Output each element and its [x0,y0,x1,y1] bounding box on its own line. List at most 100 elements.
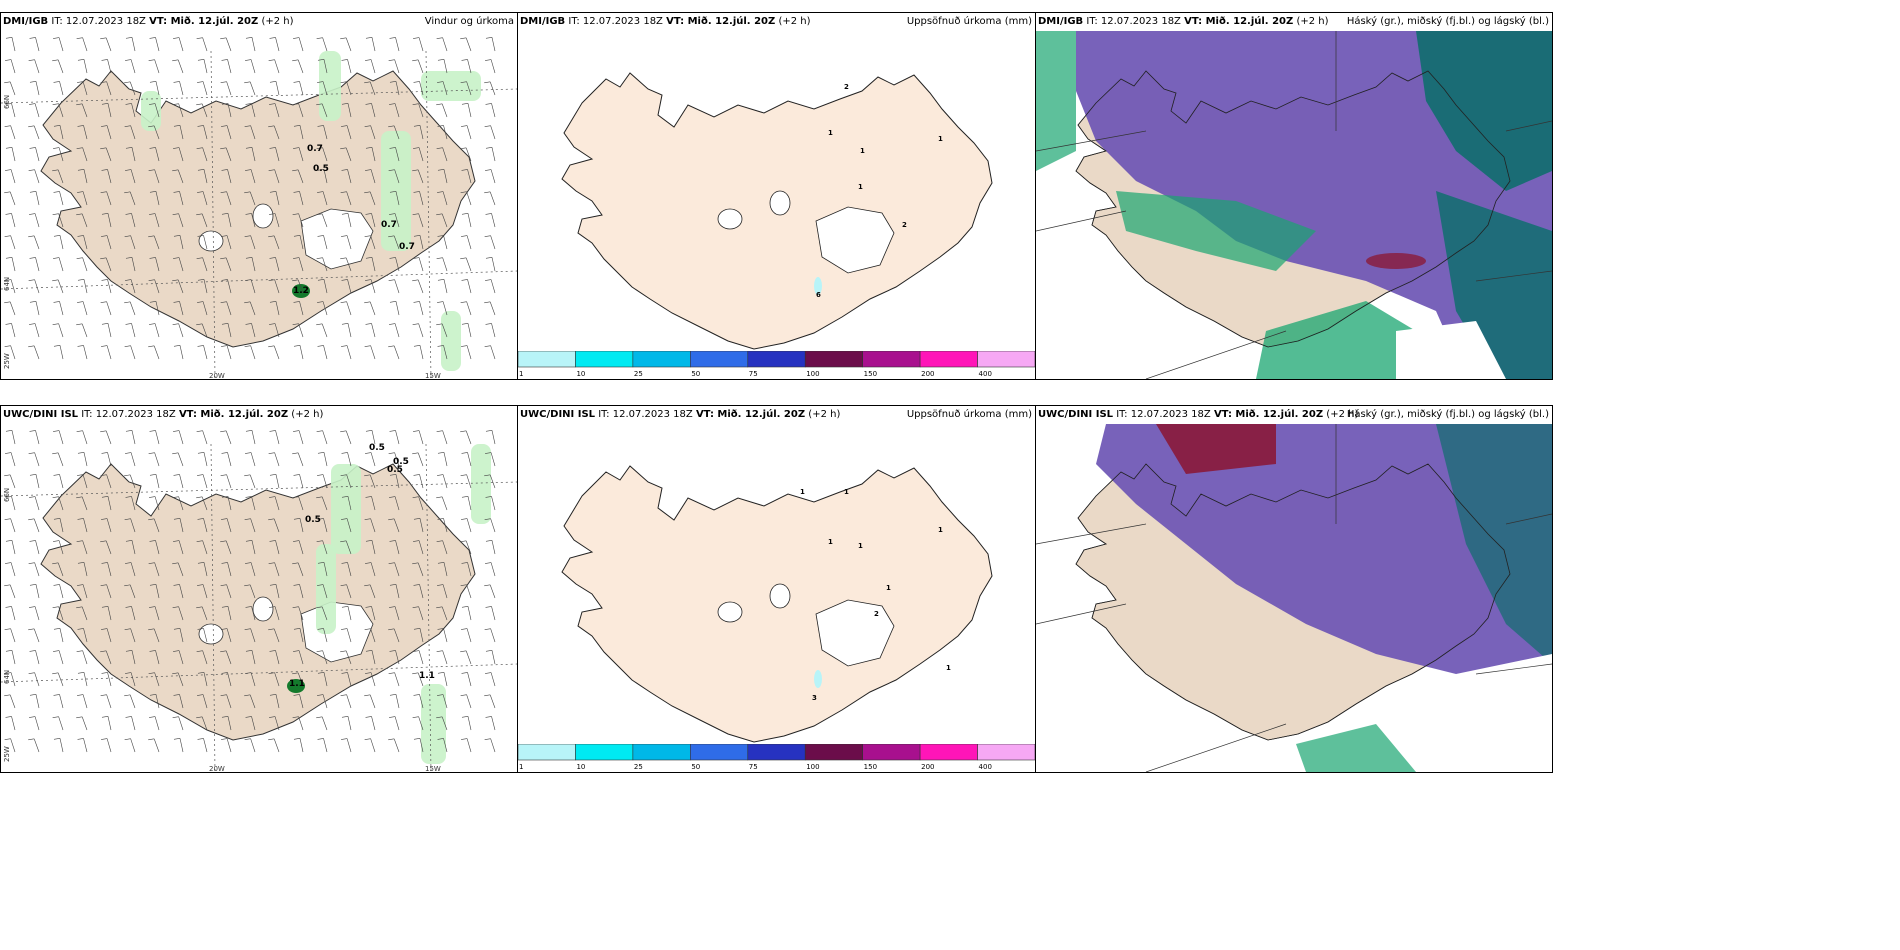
wind-barb [273,125,280,140]
wind-barb-flag [365,452,372,454]
wind-barb-flag [101,103,109,105]
wind-barb-flag [244,518,251,520]
wind-barb-flag [365,59,372,61]
wind-barb-flag [149,606,156,608]
wind-barb [346,694,352,709]
wind-map: 66N 64N 25W 20W 15W 0.7 0.5 0.7 0.7 1.2 [1,31,517,379]
wind-barb-flag [101,169,108,171]
wind-barb [179,694,184,709]
accum-value-label: 1 [800,488,805,496]
longitude-label: 15W [425,765,441,772]
wind-barb-flag [388,169,395,171]
wind-barb [490,235,496,250]
wind-barb-flag [220,474,227,476]
wind-barb [393,345,400,360]
wind-barb [155,81,160,96]
wind-barb [249,474,256,489]
precip-value-label: 0.7 [399,242,415,252]
wind-barb [371,213,376,228]
wind-barb-flag [413,430,420,432]
latitude-label: 25W [3,746,11,762]
wind-barb [466,191,472,206]
panel-accum-top: DMI/IGB IT: 12.07.2023 18Z VT: Mið. 12.j… [517,12,1036,380]
wind-barb [299,191,304,206]
wind-barb [81,716,88,731]
wind-barb-flag [316,716,323,719]
wind-barb [153,518,160,533]
wind-barb-flag [173,257,180,259]
wind-barb [226,235,232,250]
wind-barb [10,125,16,140]
wind-barb-flag [4,301,11,304]
wind-barb [179,191,184,206]
wind-barb-flag [485,672,492,674]
accum-value-label: 1 [858,542,863,550]
wind-barb-flag [149,584,157,586]
wind-barb [33,345,40,360]
wind-barb [35,694,40,709]
wind-barb [322,81,328,96]
wind-barb-flag [293,125,301,127]
wind-barb [202,650,208,665]
wind-barb-flag [4,694,11,697]
wind-barb [251,540,256,555]
wind-barb-flag [460,257,467,260]
wind-barb-flag [317,125,324,127]
panel-title: Uppsöfnuð úrkoma (mm) [906,16,1032,27]
wind-barb-flag [460,650,467,653]
wind-barb-flag [365,496,372,498]
wind-barb [275,540,280,555]
glacier-hofsjokull [252,203,274,229]
wind-barb [467,672,472,687]
wind-barb-flag [269,474,277,476]
wind-barb [82,147,88,162]
wind-barb [466,235,472,250]
wind-barb-flag [365,650,373,652]
wind-barb-flag [125,430,133,432]
wind-barb-flag [292,452,299,455]
wind-barb-flag [293,694,300,696]
wind-barb [369,81,376,96]
wind-barb [178,147,184,162]
accum-map: 1 1 1 1 1 1 2 1 3 [518,424,1035,744]
it-label: IT: [1086,16,1098,27]
wind-barb-flag [244,345,251,347]
wind-barb [323,672,328,687]
vt-label: VT: Mið. 12.júl. 20Z [149,16,259,27]
wind-barb [419,518,424,533]
high-cloud [1076,31,1552,379]
wind-barb-flag [461,452,468,454]
wind-barb [203,345,208,360]
wind-barb-flag [341,606,349,608]
wind-barb [275,430,280,445]
it-label: IT: [598,409,610,420]
wind-barb-flag [437,125,444,127]
wind-barb [155,301,160,316]
wind-barb-flag [52,452,59,455]
panel-header: DMI/IGB IT: 12.07.2023 18Z VT: Mið. 12.j… [1036,13,1552,31]
wind-barb-flag [125,279,132,281]
wind-barb-flag [316,430,323,432]
wind-barb [153,738,160,753]
wind-barb [106,301,112,316]
wind-barb-flag [220,147,227,150]
wind-barb [299,235,304,250]
wind-barb [154,169,160,184]
wind-barb [131,213,136,228]
latitude-line [1,88,517,104]
wind-barb [250,628,256,643]
wind-barb [299,518,304,533]
wind-barb-flag [364,235,371,237]
wind-barb [178,606,184,621]
panel-header: UWC/DINI ISL IT: 12.07.2023 18Z VT: Mið.… [518,406,1035,424]
wind-barb-flag [293,540,300,542]
wind-barb [419,191,424,206]
wind-barb [154,562,160,577]
wind-barb [106,235,112,250]
wind-barb [155,650,160,665]
accum-value-label: 2 [844,83,849,91]
wind-barb-flag [221,628,228,630]
wind-barb [274,279,280,294]
wind-barb-flag [413,257,420,259]
wind-barb [274,716,280,731]
